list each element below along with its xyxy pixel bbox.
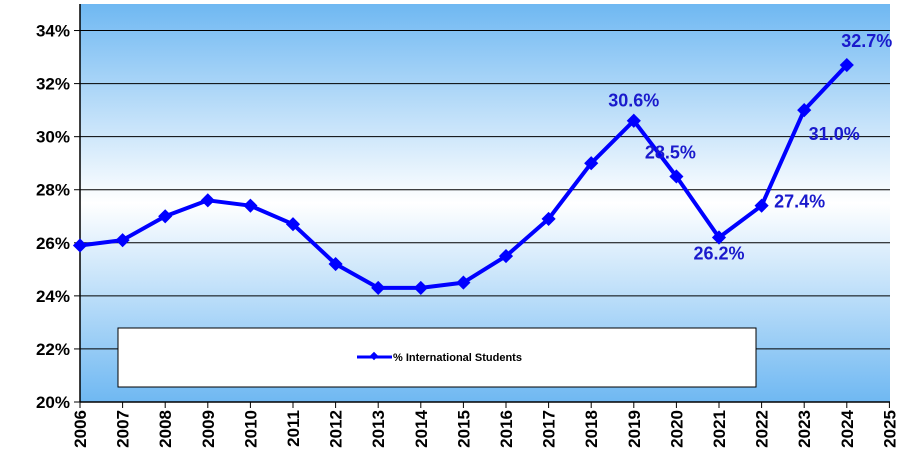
data-point-marker (754, 198, 769, 213)
x-tick-label: 2008 (156, 410, 175, 448)
y-tick-label: 22% (36, 340, 70, 359)
data-point-marker (541, 211, 556, 226)
x-tick-label: 2021 (710, 410, 729, 448)
y-tick-label: 32% (36, 75, 70, 94)
x-tick-label: 2019 (625, 410, 644, 448)
legend-marker-swatch (369, 351, 379, 361)
x-tick-label: 2010 (241, 410, 260, 448)
x-tick-label: 2009 (199, 410, 218, 448)
series-group (72, 57, 854, 295)
data-point-marker (626, 113, 641, 128)
data-point-marker (498, 248, 514, 264)
x-tick-label: 2022 (753, 410, 772, 448)
y-tick-label: 24% (36, 287, 70, 306)
y-tick-label: 30% (36, 128, 70, 147)
y-axis-labels: 20% 22% 24% 26% 28% 30% 32% 34% (36, 22, 70, 412)
x-tick-label: 2007 (114, 410, 133, 448)
data-label: 30.6% (608, 91, 659, 111)
x-tick-label: 2024 (838, 409, 857, 447)
data-point-marker (158, 209, 173, 224)
data-point-marker (797, 103, 812, 118)
data-point-marker (285, 217, 301, 232)
data-label: 32.7% (841, 31, 892, 51)
x-tick-label: 2016 (497, 410, 516, 448)
x-tick-label: 2018 (582, 410, 601, 448)
x-tick-label: 2020 (667, 410, 686, 448)
data-label: 26.2% (693, 243, 744, 263)
legend-box (117, 327, 757, 388)
axes (74, 4, 890, 408)
x-tick-label: 2011 (284, 410, 303, 447)
x-tick-label: 2025 (880, 410, 899, 448)
x-tick-label: 2017 (540, 410, 559, 448)
data-labels: 30.6% 28.5% 26.2% 27.4% 31.0% 32.7% (608, 31, 892, 263)
data-point-marker (456, 275, 471, 290)
data-point-marker (413, 280, 428, 295)
y-tick-label: 26% (36, 234, 70, 253)
y-tick-label: 28% (36, 181, 70, 200)
x-tick-label: 2006 (71, 410, 90, 448)
data-point-marker (584, 156, 599, 171)
data-point-marker (711, 230, 727, 245)
data-point-marker (669, 169, 684, 184)
data-label: 31.0% (809, 124, 860, 144)
legend-label: % International Students (393, 352, 522, 364)
data-point-marker (328, 256, 343, 272)
y-tick-label: 20% (36, 393, 70, 412)
x-tick-label: 2015 (454, 410, 473, 448)
data-label: 27.4% (774, 192, 825, 212)
data-point-marker (371, 280, 386, 295)
x-tick-label: 2013 (369, 410, 388, 448)
x-tick-label: 2012 (327, 410, 346, 448)
data-point-marker (243, 198, 258, 213)
data-point-marker (839, 57, 854, 73)
y-tick-label: 34% (36, 22, 70, 41)
data-point-marker (200, 193, 215, 208)
x-axis-labels: 2006 2007 2008 2009 2010 2011 2012 2013 2014 2015… (71, 409, 899, 447)
x-tick-label: 2023 (795, 410, 814, 448)
legend: % International Students (117, 327, 757, 388)
x-tick-label: 2014 (412, 409, 431, 447)
data-label: 28.5% (645, 142, 696, 162)
